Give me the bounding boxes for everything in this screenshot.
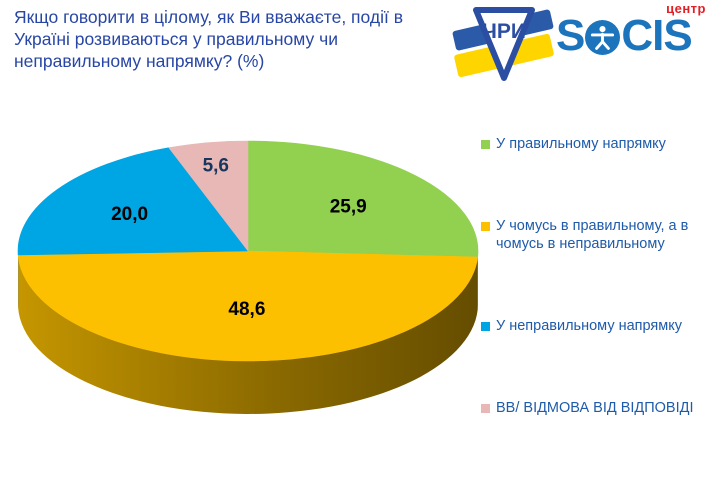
socis-wordmark: S CIS bbox=[556, 11, 693, 60]
pie-slice-top bbox=[17, 147, 249, 256]
pie-value-label: 20,0 bbox=[111, 204, 148, 225]
pie-slice-top bbox=[247, 140, 479, 258]
chart-title: Якщо говорити в цілому, як Ви вважаєте, … bbox=[14, 7, 403, 72]
legend-label: ВВ/ ВІДМОВА ВІД ВІДПОВІДІ bbox=[496, 400, 694, 417]
legend-label: У чомусь в правильному, а в чомусь в неп… bbox=[496, 218, 689, 252]
legend-swatch-icon bbox=[481, 140, 490, 149]
pie-value-label: 48,6 bbox=[228, 299, 265, 320]
legend-swatch-icon bbox=[481, 404, 490, 414]
emblem-monogram: ЧРИ bbox=[482, 20, 526, 43]
pie-value-label: 5,6 bbox=[203, 155, 229, 176]
pie-value-label: 25,9 bbox=[330, 197, 367, 218]
legend: У правильному напрямку У чомусь в правиль… bbox=[481, 136, 711, 418]
socis-letter-s: S bbox=[556, 11, 585, 60]
socis-letters-cis: CIS bbox=[621, 11, 692, 60]
triangle-flag-emblem-icon: ЧРИ bbox=[452, 4, 555, 88]
socis-logo: центр S CIS bbox=[556, 0, 708, 62]
legend-item: У чомусь в правильному, а в чомусь в неп… bbox=[481, 218, 711, 253]
legend-item: У неправильному напрямку bbox=[481, 318, 711, 336]
legend-label: У неправильному напрямку bbox=[496, 318, 682, 335]
legend-swatch-icon bbox=[481, 322, 490, 332]
legend-label: У правильному напрямку bbox=[496, 136, 666, 152]
pie-slice-top bbox=[17, 250, 478, 362]
pie-slice-side bbox=[18, 254, 478, 414]
legend-item: ВВ/ ВІДМОВА ВІД ВІДПОВІДІ bbox=[481, 400, 711, 418]
vitruvian-man-icon bbox=[585, 19, 621, 55]
pie-chart: 25,9 48,6 20,0 5,6 bbox=[17, 140, 479, 414]
emblem-triangle-icon: ЧРИ bbox=[473, 7, 535, 81]
legend-item: У правильному напрямку bbox=[481, 136, 711, 154]
socis-centr-label: центр bbox=[666, 1, 706, 16]
pie-slice-top bbox=[168, 140, 249, 252]
legend-swatch-icon bbox=[481, 222, 490, 232]
